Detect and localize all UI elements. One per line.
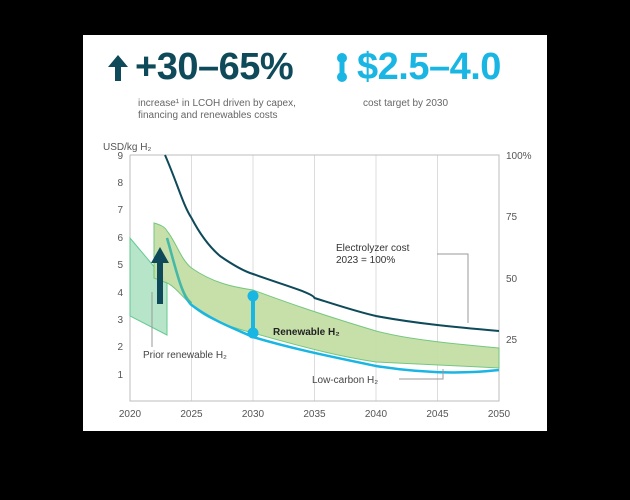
svg-text:4: 4 <box>117 288 123 299</box>
renewable-label: Renewable H₂ <box>273 327 340 338</box>
gridlines <box>191 155 438 401</box>
svg-text:8: 8 <box>117 178 123 189</box>
electrolyzer-cost-line <box>164 154 500 332</box>
svg-text:2035: 2035 <box>303 409 326 420</box>
kpi-description: cost target by 2030 <box>363 98 449 109</box>
svg-text:2025: 2025 <box>180 409 203 420</box>
x-axis-ticks: 2020 2025 2030 2035 2040 2045 2050 <box>119 409 511 420</box>
renewable-decline-line <box>166 237 193 304</box>
svg-text:2050: 2050 <box>488 409 511 420</box>
svg-text:2045: 2045 <box>426 409 449 420</box>
svg-text:2: 2 <box>117 342 123 353</box>
electrolyzer-label-line2: 2023 = 100% <box>336 255 395 266</box>
plot-frame <box>129 154 500 402</box>
svg-text:3: 3 <box>117 315 123 326</box>
infographic-panel: +30–65% increase¹ in LCOH driven by cape… <box>83 35 547 431</box>
svg-text:7: 7 <box>117 205 123 216</box>
electrolyzer-label-line1: Electrolyzer cost <box>336 243 410 254</box>
lcoh-chart: USD/kg H₂ 1 2 3 4 5 6 7 8 9 25 50 75 100… <box>103 142 532 420</box>
svg-text:9: 9 <box>117 151 123 162</box>
kpi-value: +30–65% <box>135 46 294 88</box>
prior-renewable-label: Prior renewable H₂ <box>143 350 227 361</box>
kpi-lcoh-increase: +30–65% increase¹ in LCOH driven by cape… <box>105 47 338 122</box>
svg-text:2030: 2030 <box>242 409 265 420</box>
svg-text:75: 75 <box>506 212 518 223</box>
svg-text:2040: 2040 <box>365 409 388 420</box>
low-carbon-label: Low-carbon H₂ <box>312 375 378 386</box>
kpi-description: increase¹ in LCOH driven by capex, finan… <box>138 98 296 121</box>
svg-text:25: 25 <box>506 335 518 346</box>
range-dumbbell-icon <box>331 47 353 95</box>
y-axis-left-ticks: 1 2 3 4 5 6 7 8 9 <box>117 151 123 381</box>
svg-text:6: 6 <box>117 233 123 244</box>
renewable-band <box>153 222 500 369</box>
svg-text:5: 5 <box>117 260 123 271</box>
increase-arrow-icon <box>151 247 169 304</box>
y-axis-left-label: USD/kg H₂ <box>103 142 151 153</box>
y-axis-right-ticks: 25 50 75 100% <box>506 151 532 346</box>
kpi-cost-target: $2.5–4.0 cost target by 2030 <box>331 47 501 110</box>
leader-lines <box>151 253 469 380</box>
svg-text:2020: 2020 <box>119 409 142 420</box>
up-arrow-icon <box>105 47 131 95</box>
svg-text:100%: 100% <box>506 151 532 162</box>
svg-text:1: 1 <box>117 370 123 381</box>
svg-text:50: 50 <box>506 274 518 285</box>
kpi-value: $2.5–4.0 <box>357 46 501 88</box>
cost-target-range-icon <box>247 290 259 339</box>
